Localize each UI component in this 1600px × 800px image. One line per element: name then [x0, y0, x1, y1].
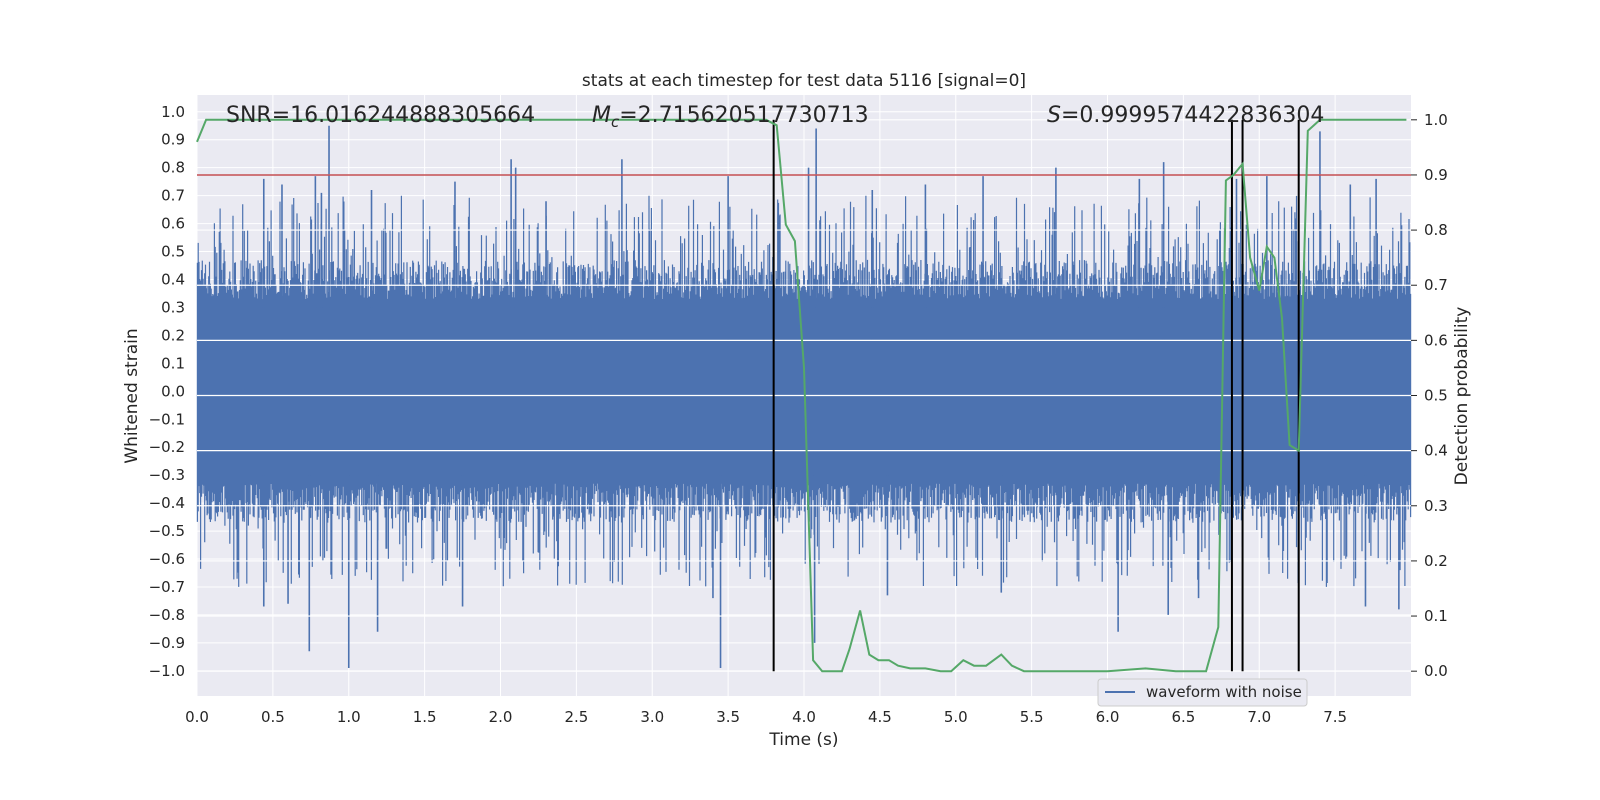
y-left-tick-label: 0.1 [161, 354, 185, 372]
x-tick-label: 5.0 [944, 708, 968, 726]
x-tick-label: 3.5 [716, 708, 740, 726]
y-right-tick-label: 0.6 [1424, 331, 1448, 349]
y-right-tick-label: 0.2 [1424, 552, 1448, 570]
y-left-tick-label: 0.6 [161, 215, 185, 233]
y-left-tick-label: −0.2 [149, 438, 185, 456]
x-tick-label: 3.0 [640, 708, 664, 726]
y-left-tick-label: −0.6 [149, 550, 185, 568]
legend-box [1097, 678, 1308, 707]
y-right-tick-label: 1.0 [1424, 111, 1448, 129]
y-left-tick-label: −0.7 [149, 578, 185, 596]
y-left-tick-label: −0.1 [149, 410, 185, 428]
y-left-axis-ticks: 1.0 0.9 0.8 0.7 0.6 0.5 0.4 0.3 0.2 0.1 0.0 −0.1 −0.… [149, 103, 185, 680]
chart-title: stats at each timestep for test data 511… [582, 71, 1026, 91]
y-left-tick-label: −1.0 [149, 662, 185, 680]
legend: waveform with noise [1097, 678, 1308, 707]
vertical-markers [772, 119, 1300, 672]
x-axis-ticks: 0.0 0.5 1.0 1.5 2.0 2.5 3.0 3.5 4.0 4.5 5.0 5.5 6.0 6… [185, 708, 1347, 726]
x-tick-label: 2.5 [564, 708, 588, 726]
legend-entry: waveform with noise [1146, 683, 1302, 701]
y-right-axis-ticks: 1.0 0.9 0.8 0.7 0.6 0.5 0.4 0.3 0.2 0.1 0.0 [1411, 111, 1448, 680]
x-tick-label: 2.0 [489, 708, 513, 726]
x-tick-label: 0.5 [261, 708, 285, 726]
y-left-tick-label: −0.5 [149, 522, 185, 540]
y-right-tick-label: 0.8 [1424, 221, 1448, 239]
y-left-tick-label: 0.4 [161, 270, 185, 288]
y-left-tick-label: 0.2 [161, 326, 185, 344]
y-left-tick-label: 0.5 [161, 243, 185, 261]
y-left-tick-label: 1.0 [161, 103, 185, 121]
y-left-tick-label: −0.9 [149, 634, 185, 652]
x-tick-label: 7.0 [1247, 708, 1271, 726]
x-tick-label: 5.5 [1020, 708, 1044, 726]
x-axis-label: Time (s) [768, 730, 838, 750]
y-right-tick-label: 0.3 [1424, 497, 1448, 515]
y-right-tick-label: 0.1 [1424, 607, 1448, 625]
x-tick-label: 4.5 [868, 708, 892, 726]
y-right-tick-label: 0.0 [1424, 662, 1448, 680]
y-right-tick-label: 0.4 [1424, 442, 1448, 460]
y-left-tick-label: 0.8 [161, 159, 185, 177]
y-right-tick-label: 0.5 [1424, 387, 1448, 405]
y-left-tick-label: 0.7 [161, 187, 185, 205]
y-left-axis-label: Whitened strain [122, 328, 142, 463]
y-left-tick-label: 0.0 [161, 382, 185, 400]
y-left-tick-label: 0.9 [161, 131, 185, 149]
x-tick-label: 0.0 [185, 708, 209, 726]
y-left-tick-label: −0.4 [149, 494, 185, 512]
probability-line [196, 118, 1407, 673]
y-left-tick-label: −0.3 [149, 466, 185, 484]
x-tick-label: 7.5 [1323, 708, 1347, 726]
snr-annotation: SNR=16.016244888305664 [226, 103, 535, 128]
y-right-tick-label: 0.9 [1424, 166, 1448, 184]
x-tick-label: 4.0 [792, 708, 816, 726]
x-tick-label: 6.0 [1096, 708, 1120, 726]
y-left-tick-label: 0.3 [161, 298, 185, 316]
x-tick-label: 1.0 [337, 708, 361, 726]
statistic-annotation: S=0.9999574422836304 [1047, 103, 1324, 128]
y-right-axis-label: Detection probability [1452, 307, 1472, 486]
x-tick-label: 6.5 [1171, 708, 1195, 726]
y-right-tick-label: 0.7 [1424, 276, 1448, 294]
y-left-tick-label: −0.8 [149, 606, 185, 624]
x-tick-label: 1.5 [413, 708, 437, 726]
chirp-mass-annotation: Mc=2.715620517730713 [592, 103, 869, 131]
